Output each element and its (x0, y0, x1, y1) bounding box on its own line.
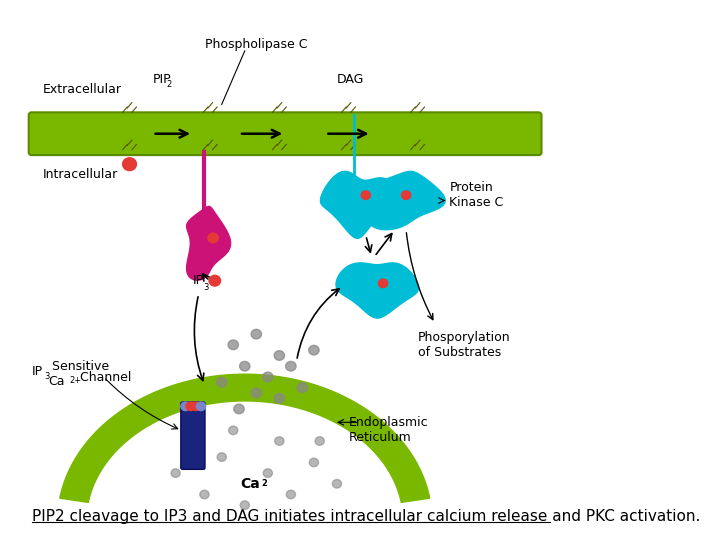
Circle shape (251, 329, 261, 339)
Text: Endoplasmic
Reticulum: Endoplasmic Reticulum (348, 416, 428, 444)
Circle shape (315, 437, 324, 445)
Circle shape (263, 372, 273, 382)
Circle shape (171, 469, 180, 477)
Polygon shape (320, 171, 400, 238)
Polygon shape (336, 263, 418, 318)
Polygon shape (186, 206, 230, 280)
Circle shape (379, 279, 387, 288)
Circle shape (402, 191, 410, 199)
Text: 3: 3 (203, 282, 209, 292)
Circle shape (228, 340, 238, 349)
Circle shape (186, 402, 195, 410)
Text: IP: IP (193, 274, 204, 287)
Text: 3: 3 (44, 373, 50, 381)
Circle shape (275, 437, 284, 445)
Circle shape (189, 437, 197, 445)
Polygon shape (368, 171, 445, 230)
Text: DAG: DAG (337, 72, 364, 86)
Text: PIP: PIP (153, 72, 171, 86)
Text: 2+: 2+ (69, 376, 81, 384)
Circle shape (264, 469, 272, 477)
Circle shape (217, 453, 226, 461)
Circle shape (333, 480, 341, 488)
Circle shape (197, 402, 206, 410)
Circle shape (209, 275, 220, 286)
Circle shape (287, 490, 295, 499)
Circle shape (192, 402, 200, 410)
Circle shape (181, 402, 190, 410)
Circle shape (310, 458, 318, 467)
Circle shape (297, 383, 307, 393)
Polygon shape (60, 374, 430, 502)
Circle shape (234, 404, 244, 414)
Circle shape (251, 388, 261, 398)
Text: IP: IP (32, 365, 42, 378)
Text: Extracellular: Extracellular (43, 83, 122, 96)
Circle shape (240, 501, 249, 509)
Circle shape (274, 394, 284, 403)
Circle shape (309, 346, 319, 355)
Circle shape (229, 426, 238, 435)
Text: Intracellular: Intracellular (43, 168, 118, 181)
Text: Channel: Channel (76, 371, 131, 384)
Circle shape (361, 191, 370, 199)
FancyBboxPatch shape (29, 112, 541, 155)
Circle shape (208, 233, 218, 243)
Text: Protein
Kinase C: Protein Kinase C (449, 181, 503, 209)
Circle shape (286, 361, 296, 371)
Circle shape (200, 490, 209, 499)
Text: Phosporylation
of Substrates: Phosporylation of Substrates (418, 331, 510, 359)
Text: Phospholipase C: Phospholipase C (205, 38, 307, 51)
Circle shape (122, 158, 137, 171)
Circle shape (240, 361, 250, 371)
Text: PIP2 cleavage to IP3 and DAG initiates intracellular calcium release and PKC act: PIP2 cleavage to IP3 and DAG initiates i… (32, 509, 700, 524)
Text: Sensitive
Ca: Sensitive Ca (48, 360, 109, 388)
Text: Ca: Ca (240, 477, 261, 491)
Text: 2: 2 (261, 480, 267, 488)
Circle shape (274, 350, 284, 360)
FancyBboxPatch shape (181, 402, 205, 469)
Text: 2: 2 (166, 80, 171, 89)
Circle shape (217, 377, 227, 387)
